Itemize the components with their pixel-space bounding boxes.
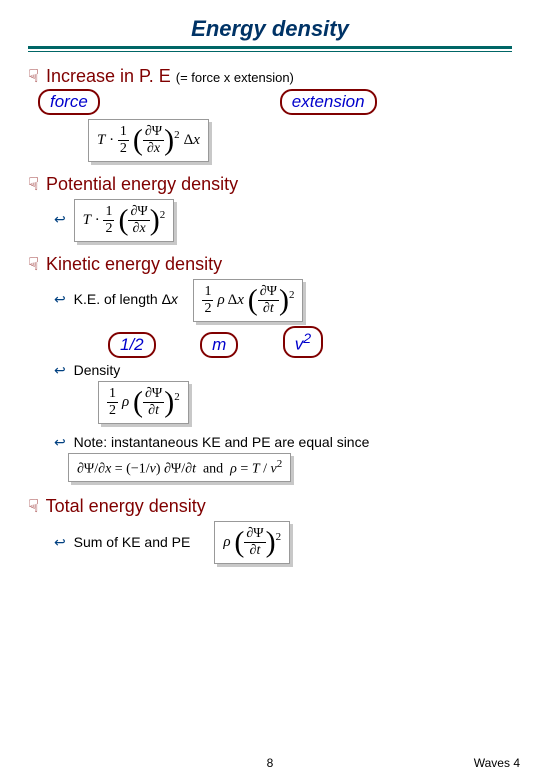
bullet-icon: ☟ [28, 174, 39, 194]
equation-potential: T · 12 (∂Ψ∂x)2 [74, 199, 175, 242]
total-sum-label: Sum of KE and PE [74, 534, 191, 550]
increase-subtext: (= force x extension) [176, 70, 294, 85]
label-m: m [200, 332, 238, 358]
equation-density: 12 ρ (∂Ψ∂t)2 [98, 381, 189, 424]
equation-increase: T · 12 (∂Ψ∂x)2 Δx [88, 119, 209, 162]
arrow-icon: ↩ [54, 534, 66, 550]
equation-note: ∂Ψ/∂x = (−1/v) ∂Ψ/∂t and ρ = T / v2 [68, 453, 291, 483]
sub-ke-length: ↩ K.E. of length Δx 12 ρ Δx (∂Ψ∂t)2 [54, 279, 512, 322]
heading-increase-text: Increase in P. E [46, 66, 171, 86]
footer-right: Waves 4 [474, 756, 520, 770]
arrow-icon: ↩ [54, 362, 66, 378]
arrow-icon: ↩ [54, 211, 66, 227]
bullet-icon: ☟ [28, 496, 39, 516]
title-rule [28, 46, 512, 52]
heading-kinetic-text: Kinetic energy density [46, 254, 222, 274]
sub-total: ↩ Sum of KE and PE ρ (∂Ψ∂t)2 [54, 521, 512, 564]
page-number: 8 [267, 756, 274, 770]
heading-potential: ☟ Potential energy density [28, 174, 512, 195]
note-text: Note: instantaneous KE and PE are equal … [74, 434, 370, 450]
heading-potential-text: Potential energy density [46, 174, 238, 194]
sub-density: ↩ Density [54, 362, 512, 379]
heading-kinetic: ☟ Kinetic energy density [28, 254, 512, 275]
heading-total: ☟ Total energy density [28, 496, 512, 517]
bullet-icon: ☟ [28, 254, 39, 274]
density-label: Density [74, 362, 121, 378]
ke-labels-row: 1/2 m v2 [108, 326, 512, 358]
equation-ke-length: 12 ρ Δx (∂Ψ∂t)2 [193, 279, 303, 322]
label-force: force [38, 89, 100, 115]
arrow-icon: ↩ [54, 434, 66, 450]
sub-note: ↩ Note: instantaneous KE and PE are equa… [54, 434, 512, 451]
label-half: 1/2 [108, 332, 156, 358]
label-v2: v2 [283, 326, 323, 358]
bullet-icon: ☟ [28, 66, 39, 86]
heading-increase-pe: ☟ Increase in P. E (= force x extension) [28, 66, 512, 87]
label-extension: extension [280, 89, 377, 115]
heading-total-text: Total energy density [46, 496, 206, 516]
ke-length-text: K.E. of length Δx [74, 291, 178, 307]
sub-potential: ↩ T · 12 (∂Ψ∂x)2 [54, 199, 512, 242]
arrow-icon: ↩ [54, 291, 66, 307]
slide: Energy density ☟ Increase in P. E (= for… [0, 0, 540, 780]
equation-total: ρ (∂Ψ∂t)2 [214, 521, 290, 564]
slide-title: Energy density [28, 16, 512, 42]
